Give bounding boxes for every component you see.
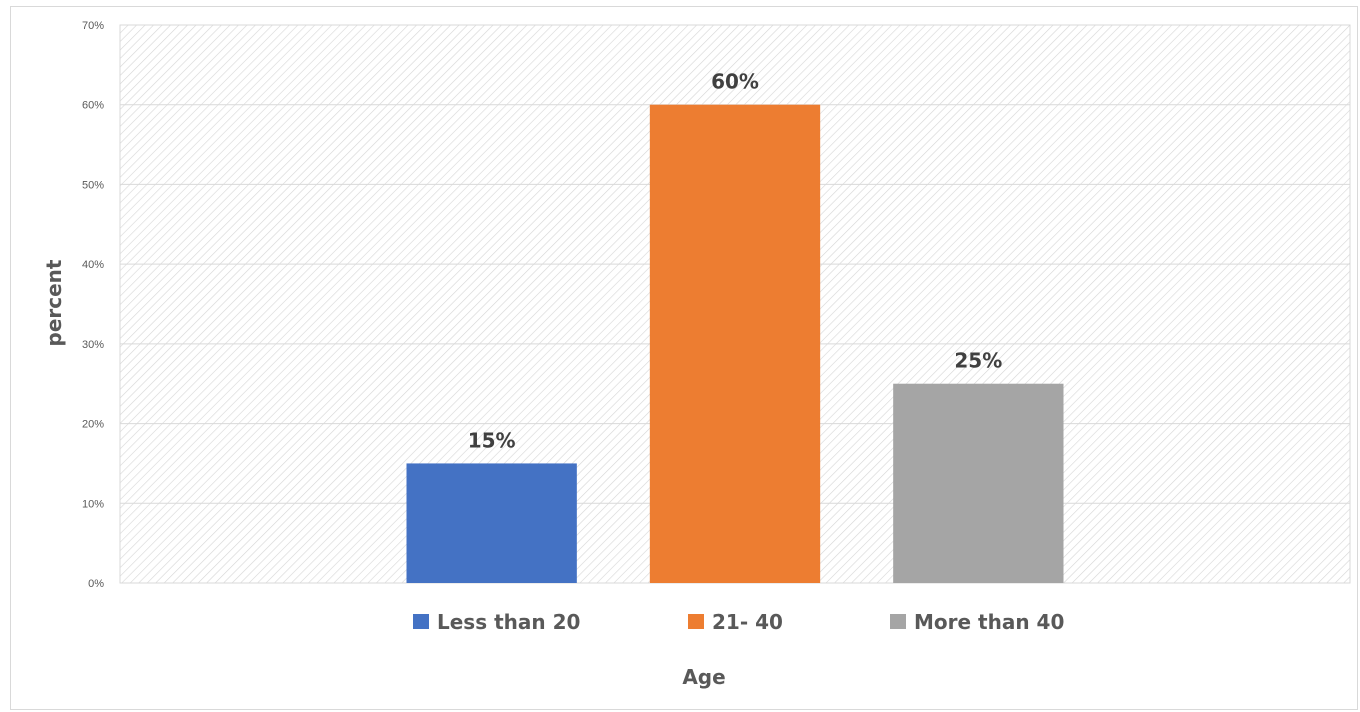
y-tick-label: 20% — [82, 419, 104, 431]
data-label: 15% — [468, 428, 516, 452]
legend-entry: More than 40 — [890, 610, 1064, 634]
bars — [406, 104, 1064, 583]
y-tick-label: 50% — [82, 179, 104, 191]
y-axis-ticks: 0% 10% 20% 30% 40% 50% 60% 70% — [82, 20, 104, 590]
legend-label: 21- 40 — [712, 610, 783, 634]
legend: Less than 20 21- 40 More than 40 — [413, 610, 1064, 634]
y-tick-label: 40% — [82, 259, 104, 271]
legend-label: Less than 20 — [437, 610, 580, 634]
y-tick-label: 70% — [82, 20, 104, 32]
y-tick-label: 30% — [82, 339, 104, 351]
legend-swatch — [890, 614, 906, 629]
bar — [649, 104, 821, 583]
legend-label: More than 40 — [914, 610, 1064, 634]
data-label: 60% — [711, 70, 759, 94]
legend-swatch — [688, 614, 704, 629]
x-axis-title: Age — [682, 665, 725, 689]
y-tick-label: 10% — [82, 498, 104, 510]
legend-swatch — [413, 614, 429, 629]
bar — [406, 463, 577, 583]
legend-entry: Less than 20 — [413, 610, 580, 634]
y-axis-title: percent — [42, 259, 66, 346]
y-tick-label: 60% — [82, 100, 104, 112]
data-labels: 15% 60% 25% — [468, 70, 1003, 453]
y-tick-label: 0% — [88, 578, 104, 590]
bar — [893, 383, 1064, 583]
legend-entry: 21- 40 — [688, 610, 783, 634]
data-label: 25% — [954, 349, 1002, 373]
